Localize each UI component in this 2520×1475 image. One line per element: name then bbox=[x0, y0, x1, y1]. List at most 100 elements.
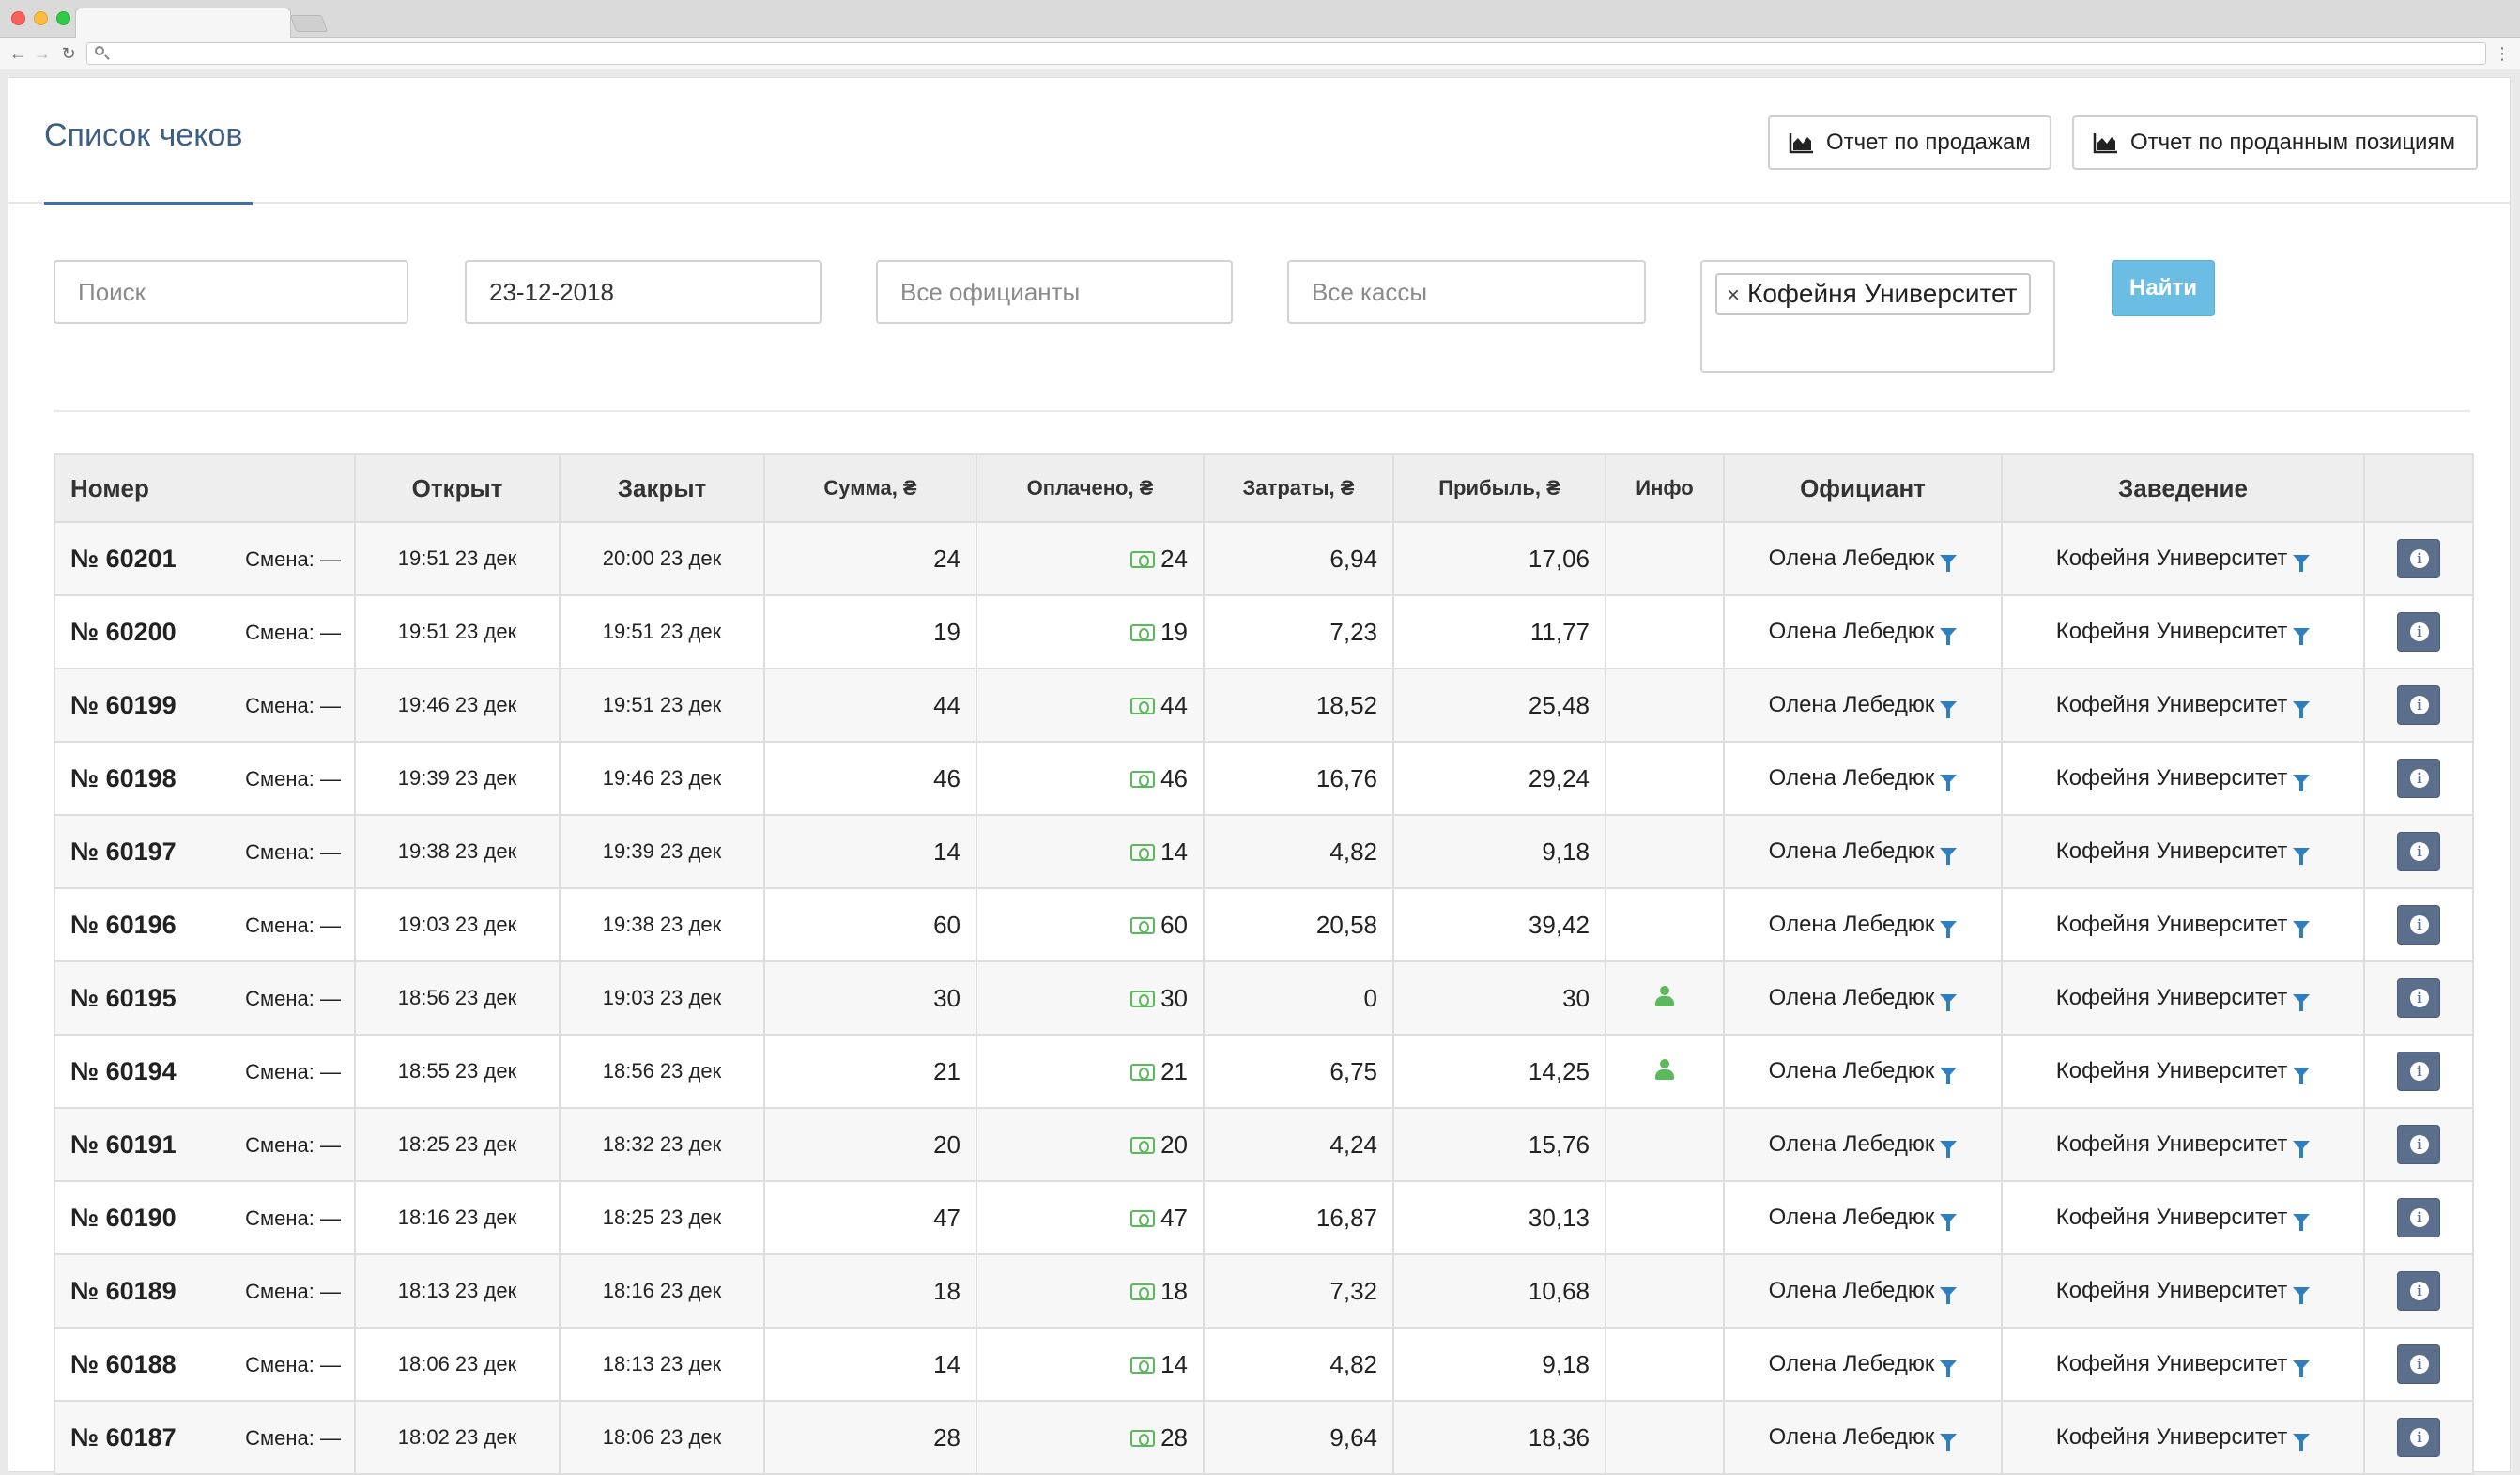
filter-icon[interactable] bbox=[1940, 1214, 1958, 1231]
details-button[interactable]: i bbox=[2397, 1125, 2440, 1164]
table-row[interactable]: № 60191 Смена: —18:25 23 дек 18:32 23 дек 2… bbox=[54, 1107, 2474, 1182]
close-window-button[interactable] bbox=[11, 11, 25, 25]
receipt-number[interactable]: № 60197 bbox=[70, 837, 177, 866]
filter-icon[interactable] bbox=[1940, 848, 1958, 865]
filter-icon[interactable] bbox=[2293, 848, 2311, 865]
filter-icon[interactable] bbox=[2293, 994, 2311, 1011]
table-row[interactable]: № 60195 Смена: —18:56 23 дек 19:03 23 дек 3… bbox=[54, 960, 2474, 1036]
person-icon bbox=[1655, 1058, 1674, 1080]
col-venue[interactable]: Заведение bbox=[2001, 453, 2365, 523]
waiter-cell: Олена Лебедюк bbox=[1723, 1253, 2003, 1329]
table-row[interactable]: № 60187 Смена: —18:02 23 дек 18:06 23 дек 2… bbox=[54, 1400, 2474, 1475]
forward-arrow-icon[interactable]: → bbox=[34, 44, 51, 63]
cost-value: 4,24 bbox=[1203, 1107, 1394, 1182]
date-input[interactable] bbox=[465, 260, 822, 324]
cash-icon bbox=[1130, 550, 1156, 568]
receipt-number[interactable]: № 60199 bbox=[70, 690, 177, 719]
filter-icon[interactable] bbox=[1940, 555, 1958, 572]
info-cell bbox=[1605, 814, 1725, 889]
filter-icon[interactable] bbox=[2293, 775, 2311, 791]
filter-icon[interactable] bbox=[2293, 921, 2311, 938]
receipt-number[interactable]: № 60195 bbox=[70, 983, 177, 1012]
col-paid[interactable]: Оплачено, ₴ bbox=[976, 453, 1205, 523]
back-arrow-icon[interactable]: ← bbox=[9, 44, 26, 63]
table-row[interactable]: № 60198 Смена: —19:39 23 дек 19:46 23 дек 4… bbox=[54, 741, 2474, 816]
details-button[interactable]: i bbox=[2397, 905, 2440, 945]
details-button[interactable]: i bbox=[2397, 1271, 2440, 1311]
receipt-number[interactable]: № 60189 bbox=[70, 1276, 177, 1305]
table-row[interactable]: № 60196 Смена: —19:03 23 дек 19:38 23 дек 6… bbox=[54, 887, 2474, 962]
receipt-number[interactable]: № 60200 bbox=[70, 617, 177, 646]
receipt-number[interactable]: № 60196 bbox=[70, 910, 177, 939]
col-profit[interactable]: Прибыль, ₴ bbox=[1392, 453, 1606, 523]
actions-cell: i bbox=[2363, 1400, 2474, 1475]
address-bar[interactable] bbox=[86, 42, 2486, 65]
filter-icon[interactable] bbox=[1940, 1141, 1958, 1158]
table-row[interactable]: № 60201 Смена: —19:51 23 дек 20:00 23 дек 2… bbox=[54, 521, 2474, 596]
cash-registers-select[interactable]: Все кассы bbox=[1287, 260, 1646, 324]
venue-multiselect[interactable]: × Кофейня Университет bbox=[1700, 260, 2055, 373]
receipt-number[interactable]: № 60187 bbox=[70, 1422, 177, 1452]
col-sum[interactable]: Сумма, ₴ bbox=[763, 453, 977, 523]
filter-icon[interactable] bbox=[2293, 1141, 2311, 1158]
receipt-number[interactable]: № 60190 bbox=[70, 1203, 177, 1232]
details-button[interactable]: i bbox=[2397, 1052, 2440, 1091]
filter-icon[interactable] bbox=[1940, 1360, 1958, 1377]
sales-report-button[interactable]: Отчет по продажам bbox=[1768, 115, 2051, 170]
find-button[interactable]: Найти bbox=[2112, 260, 2215, 316]
filter-icon[interactable] bbox=[2293, 1214, 2311, 1231]
minimize-window-button[interactable] bbox=[34, 11, 48, 25]
col-closed[interactable]: Закрыт bbox=[559, 453, 765, 523]
filter-icon[interactable] bbox=[2293, 701, 2311, 718]
filter-icon[interactable] bbox=[1940, 994, 1958, 1011]
filter-icon[interactable] bbox=[1940, 1068, 1958, 1084]
details-button[interactable]: i bbox=[2397, 759, 2440, 798]
table-row[interactable]: № 60200 Смена: —19:51 23 дек 19:51 23 дек 1… bbox=[54, 594, 2474, 669]
details-button[interactable]: i bbox=[2397, 539, 2440, 578]
paid-cell: 14 bbox=[976, 814, 1205, 889]
receipt-number[interactable]: № 60191 bbox=[70, 1129, 177, 1159]
remove-chip-icon[interactable]: × bbox=[1727, 283, 1741, 308]
filter-icon[interactable] bbox=[1940, 1287, 1958, 1304]
table-row[interactable]: № 60188 Смена: —18:06 23 дек 18:13 23 дек 1… bbox=[54, 1327, 2474, 1402]
search-input[interactable] bbox=[54, 260, 408, 324]
maximize-window-button[interactable] bbox=[56, 11, 70, 25]
browser-tab[interactable] bbox=[75, 8, 291, 38]
details-button[interactable]: i bbox=[2397, 978, 2440, 1018]
col-number[interactable]: Номер bbox=[54, 453, 356, 523]
receipt-number[interactable]: № 60201 bbox=[70, 544, 177, 573]
filter-icon[interactable] bbox=[1940, 1434, 1958, 1451]
col-waiter[interactable]: Официант bbox=[1723, 453, 2003, 523]
table-row[interactable]: № 60197 Смена: —19:38 23 дек 19:39 23 дек 1… bbox=[54, 814, 2474, 889]
browser-menu-icon[interactable]: ⋮ bbox=[2494, 44, 2511, 63]
table-row[interactable]: № 60189 Смена: —18:13 23 дек 18:16 23 дек 1… bbox=[54, 1253, 2474, 1329]
receipt-number[interactable]: № 60188 bbox=[70, 1349, 177, 1378]
details-button[interactable]: i bbox=[2397, 1418, 2440, 1457]
filter-icon[interactable] bbox=[1940, 628, 1958, 645]
details-button[interactable]: i bbox=[2397, 832, 2440, 871]
reload-icon[interactable]: ↻ bbox=[61, 44, 76, 63]
details-button[interactable]: i bbox=[2397, 612, 2440, 652]
filter-icon[interactable] bbox=[2293, 1068, 2311, 1084]
waiters-select[interactable]: Все официанты bbox=[876, 260, 1233, 324]
details-button[interactable]: i bbox=[2397, 685, 2440, 725]
col-cost[interactable]: Затраты, ₴ bbox=[1203, 453, 1394, 523]
filter-icon[interactable] bbox=[1940, 701, 1958, 718]
details-button[interactable]: i bbox=[2397, 1344, 2440, 1384]
filter-icon[interactable] bbox=[2293, 1360, 2311, 1377]
filter-icon[interactable] bbox=[2293, 555, 2311, 572]
filter-icon[interactable] bbox=[2293, 628, 2311, 645]
details-button[interactable]: i bbox=[2397, 1198, 2440, 1237]
table-row[interactable]: № 60199 Смена: —19:46 23 дек 19:51 23 дек 4… bbox=[54, 668, 2474, 743]
receipt-number[interactable]: № 60198 bbox=[70, 763, 177, 792]
filter-icon[interactable] bbox=[2293, 1287, 2311, 1304]
table-row[interactable]: № 60190 Смена: —18:16 23 дек 18:25 23 дек 4… bbox=[54, 1180, 2474, 1255]
table-row[interactable]: № 60194 Смена: —18:55 23 дек 18:56 23 дек 2… bbox=[54, 1034, 2474, 1109]
receipt-number[interactable]: № 60194 bbox=[70, 1056, 177, 1085]
filter-icon[interactable] bbox=[2293, 1434, 2311, 1451]
filter-icon[interactable] bbox=[1940, 921, 1958, 938]
positions-report-button[interactable]: Отчет по проданным позициям bbox=[2072, 115, 2478, 170]
filter-icon[interactable] bbox=[1940, 775, 1958, 791]
col-opened[interactable]: Открыт bbox=[354, 453, 561, 523]
new-tab-button[interactable] bbox=[289, 15, 329, 32]
